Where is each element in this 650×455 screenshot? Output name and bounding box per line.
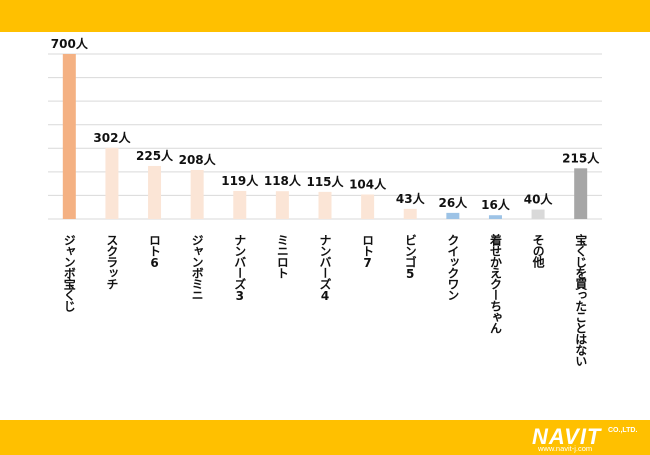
bar bbox=[531, 209, 545, 219]
logo-suffix: CO.,LTD. bbox=[608, 427, 638, 434]
category-label: ロト6 bbox=[147, 234, 162, 269]
data-label: 208人 bbox=[179, 152, 217, 167]
category-label: ナンバーズ4 bbox=[318, 234, 332, 302]
bar-chart: 700人 302人 225人 208人 119人 118人 115人 104人 43人 26人 16… bbox=[48, 36, 602, 220]
bar bbox=[488, 215, 502, 219]
category-label: 宝くじを買ったことはない bbox=[573, 234, 588, 366]
category-label: ビンゴ5 bbox=[403, 234, 418, 280]
logo-brand: NAVIT bbox=[532, 424, 602, 449]
category-label: その他 bbox=[531, 234, 546, 267]
logo-url: www.navit-j.com bbox=[538, 444, 593, 453]
category-label: 着せかえクーちゃん bbox=[488, 234, 503, 333]
navit-logo: NAVIT CO.,LTD. www.navit-j.com bbox=[532, 421, 644, 454]
bar bbox=[275, 191, 289, 219]
category-label: ジャンボミニ bbox=[190, 234, 205, 300]
data-label: 118人 bbox=[264, 173, 302, 188]
data-label: 215人 bbox=[562, 150, 600, 165]
data-label: 26人 bbox=[438, 195, 468, 210]
data-label: 104人 bbox=[349, 176, 387, 191]
category-label: ナンバーズ3 bbox=[232, 234, 247, 302]
bars bbox=[62, 54, 588, 219]
bar bbox=[62, 54, 76, 219]
bar bbox=[361, 194, 375, 219]
data-label: 302人 bbox=[93, 130, 131, 145]
top-banner bbox=[0, 0, 650, 32]
bar bbox=[233, 190, 247, 219]
data-label: 115人 bbox=[306, 174, 344, 189]
data-label: 225人 bbox=[136, 148, 174, 163]
bar bbox=[574, 168, 588, 219]
category-label: スクラッチ bbox=[104, 234, 119, 289]
data-label: 119人 bbox=[221, 173, 259, 188]
gridlines bbox=[48, 53, 602, 220]
category-label: クイックワン bbox=[445, 234, 460, 300]
category-label: ロト7 bbox=[360, 234, 375, 269]
bar bbox=[105, 147, 119, 219]
data-label: 43人 bbox=[396, 191, 426, 206]
data-label: 700人 bbox=[51, 36, 89, 51]
bottom-banner bbox=[0, 420, 650, 455]
data-labels: 700人 302人 225人 208人 119人 118人 115人 104人 43人 26人 16… bbox=[51, 36, 600, 212]
data-label: 16人 bbox=[481, 197, 511, 212]
bar bbox=[446, 212, 460, 219]
category-label: ミニロト bbox=[275, 234, 290, 278]
bar bbox=[148, 165, 162, 219]
bar bbox=[318, 191, 332, 219]
category-label: ジャンボ宝くじ bbox=[62, 234, 77, 311]
bar bbox=[190, 169, 204, 219]
bar bbox=[403, 208, 417, 219]
data-label: 40人 bbox=[524, 192, 554, 207]
